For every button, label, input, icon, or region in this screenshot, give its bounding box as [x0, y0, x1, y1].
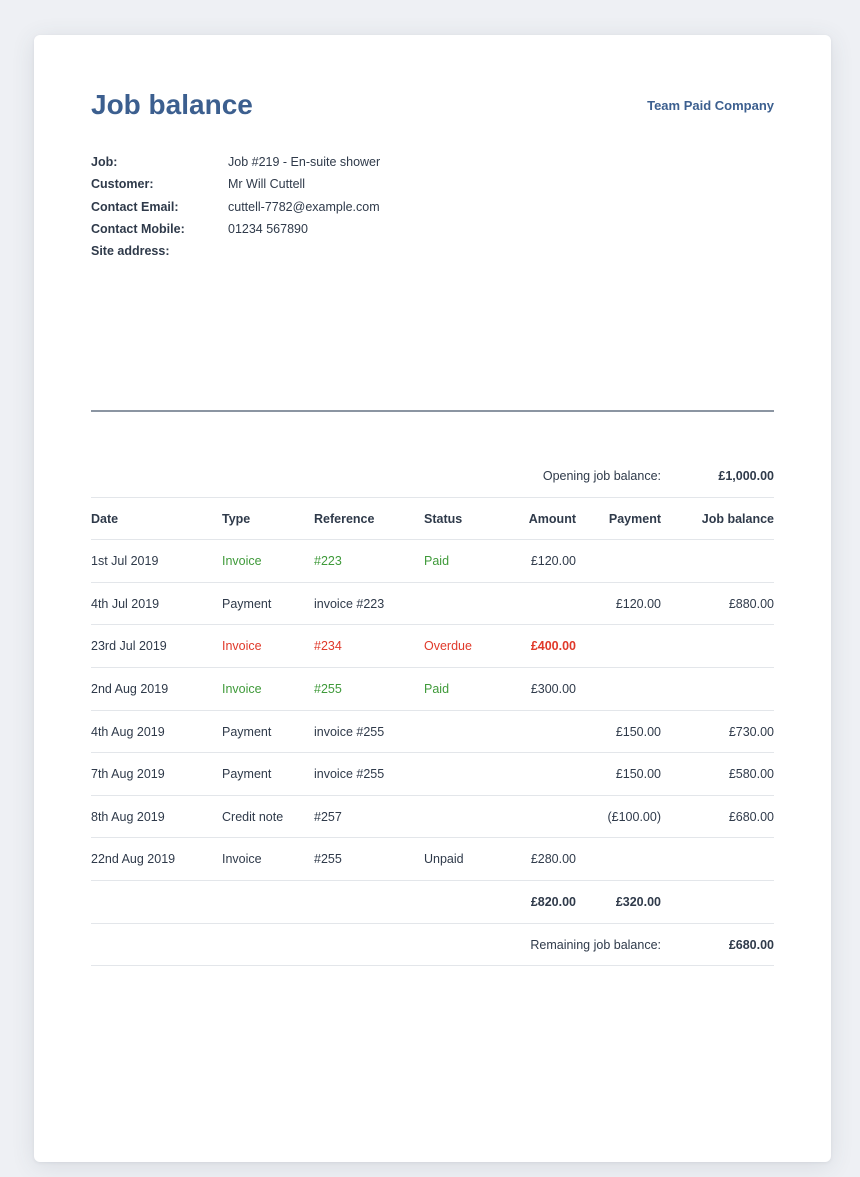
- row-balance: £730.00: [728, 724, 774, 739]
- column-header-payment: Payment: [608, 511, 661, 526]
- row-date: 2nd Aug 2019: [91, 681, 169, 696]
- column-header-status: Status: [424, 511, 463, 526]
- total-amount: £820.00: [530, 894, 576, 909]
- opening-balance-value: £1,000.00: [718, 469, 774, 483]
- row-payment: (£100.00): [607, 809, 661, 824]
- column-header-reference: Reference: [314, 511, 375, 526]
- row-amount: £300.00: [530, 681, 576, 696]
- detail-label: Contact Email:: [91, 199, 179, 214]
- row-balance: £880.00: [728, 596, 774, 611]
- row-date: 7th Aug 2019: [91, 767, 165, 782]
- opening-balance-label: Opening job balance:: [542, 469, 661, 483]
- row-balance: £680.00: [728, 809, 774, 824]
- remaining-balance-label: Remaining job balance:: [530, 937, 661, 952]
- row-amount: £120.00: [530, 554, 576, 569]
- detail-contact-email: Contact Email: cuttell-7782@example.com: [91, 199, 380, 221]
- table-row: 1st Jul 2019 Invoice #223 Paid £120.00: [91, 540, 774, 583]
- table-row: 8th Aug 2019 Credit note #257 (£100.00) …: [91, 796, 774, 839]
- column-header-type: Type: [222, 511, 251, 526]
- detail-value: 01234 567890: [228, 221, 308, 236]
- row-date: 8th Aug 2019: [91, 809, 165, 824]
- row-reference: invoice #255: [314, 767, 385, 782]
- page-title: Job balance: [91, 89, 253, 120]
- row-amount: £400.00: [530, 639, 576, 654]
- row-reference: invoice #255: [314, 724, 385, 739]
- detail-label: Site address:: [91, 244, 170, 259]
- row-reference: invoice #223: [314, 596, 385, 611]
- row-status: Overdue: [424, 639, 472, 654]
- detail-label: Contact Mobile:: [91, 221, 185, 236]
- detail-value: Mr Will Cuttell: [228, 177, 306, 192]
- table-row: 2nd Aug 2019 Invoice #255 Paid £300.00: [91, 668, 774, 711]
- row-type: Payment: [222, 767, 272, 782]
- column-header-amount: Amount: [528, 511, 576, 526]
- row-status: Paid: [424, 554, 450, 569]
- row-type: Payment: [222, 596, 272, 611]
- company-name: Team Paid Company: [647, 98, 774, 113]
- row-reference: #257: [314, 809, 342, 824]
- table-row: 4th Jul 2019 Payment invoice #223 £120.0…: [91, 583, 774, 626]
- job-details: Job: Job #219 - En-suite shower Customer…: [91, 154, 380, 265]
- detail-customer: Customer: Mr Will Cuttell: [91, 176, 380, 198]
- table-header: Date Type Reference Status Amount Paymen…: [91, 498, 774, 541]
- row-type[interactable]: Invoice: [222, 554, 262, 569]
- row-date: 4th Jul 2019: [91, 596, 160, 611]
- detail-value: Job #219 - En-suite shower: [228, 155, 381, 169]
- row-type[interactable]: Invoice: [222, 639, 262, 654]
- row-reference-link[interactable]: #223: [314, 554, 342, 569]
- totals-row: £820.00 £320.00: [91, 881, 774, 924]
- row-payment: £150.00: [615, 767, 661, 782]
- total-payment: £320.00: [615, 894, 661, 909]
- section-divider: [91, 410, 774, 412]
- row-payment: £120.00: [615, 596, 661, 611]
- row-amount: £280.00: [530, 852, 576, 867]
- row-balance: £580.00: [728, 767, 774, 782]
- detail-label: Customer:: [91, 177, 154, 192]
- row-reference: #255: [314, 852, 342, 867]
- row-date: 1st Jul 2019: [91, 554, 159, 569]
- row-type[interactable]: Invoice: [222, 681, 262, 696]
- row-date: 22nd Aug 2019: [91, 852, 176, 867]
- ledger-table: Opening job balance: £1,000.00 Date Type…: [91, 455, 774, 967]
- detail-job: Job: Job #219 - En-suite shower: [91, 154, 380, 176]
- column-header-job-balance: Job balance: [701, 511, 774, 526]
- detail-label: Job:: [91, 155, 118, 169]
- column-header-date: Date: [91, 511, 119, 526]
- row-payment: £150.00: [615, 724, 661, 739]
- row-type: Payment: [222, 724, 272, 739]
- row-date: 23rd Jul 2019: [91, 639, 167, 654]
- detail-contact-mobile: Contact Mobile: 01234 567890: [91, 221, 380, 243]
- job-balance-document: Job balance Team Paid Company Job: Job #…: [34, 35, 831, 1162]
- detail-value: cuttell-7782@example.com: [228, 199, 380, 214]
- remaining-balance-row: Remaining job balance: £680.00: [91, 924, 774, 967]
- detail-site-address: Site address:: [91, 243, 380, 265]
- row-status: Paid: [424, 681, 450, 696]
- row-reference-link[interactable]: #255: [314, 681, 342, 696]
- table-row: 22nd Aug 2019 Invoice #255 Unpaid £280.0…: [91, 838, 774, 881]
- row-date: 4th Aug 2019: [91, 724, 165, 739]
- table-row: 4th Aug 2019 Payment invoice #255 £150.0…: [91, 711, 774, 754]
- table-row: 23rd Jul 2019 Invoice #234 Overdue £400.…: [91, 625, 774, 668]
- table-row: 7th Aug 2019 Payment invoice #255 £150.0…: [91, 753, 774, 796]
- row-type: Credit note: [222, 809, 284, 824]
- opening-balance-row: Opening job balance: £1,000.00: [91, 455, 774, 498]
- row-reference-link[interactable]: #234: [314, 639, 342, 654]
- row-status: Unpaid: [424, 852, 464, 867]
- row-type: Invoice: [222, 852, 262, 867]
- remaining-balance-value: £680.00: [728, 937, 774, 952]
